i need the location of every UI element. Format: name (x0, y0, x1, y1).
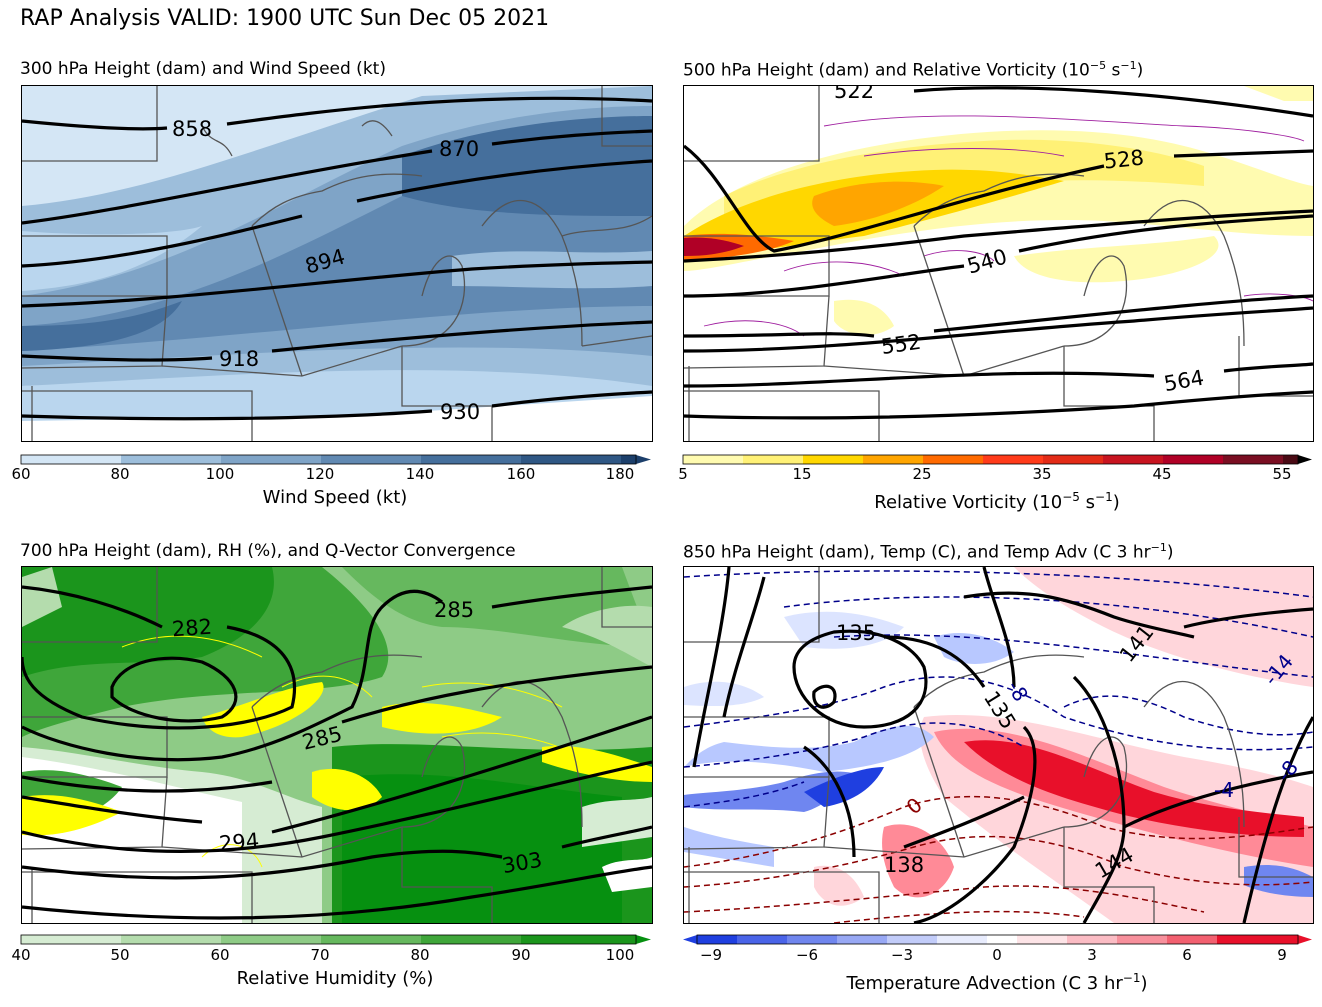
map-700hpa: 282 285 285 294 303 (21, 566, 653, 924)
contour-label-930: 930 (440, 400, 480, 424)
panel4-title: 850 hPa Height (dam), Temp (C), and Temp… (683, 541, 1174, 563)
map-300hpa: 858 870 894 918 930 (21, 85, 653, 442)
wind-tick: 120 (305, 465, 335, 483)
advection-tick: −9 (699, 946, 723, 964)
vorticity-colorbar (682, 450, 1312, 465)
rh-tick: 40 (11, 946, 31, 964)
contour-label-285-a: 285 (434, 598, 474, 622)
wind-tick: 80 (110, 465, 130, 483)
contour-label-552: 552 (880, 330, 923, 359)
contour-label-858: 858 (172, 117, 212, 141)
temp-label-2: -4 (1214, 778, 1234, 802)
rh-colorbar (20, 930, 651, 945)
wind-tick: 60 (11, 465, 31, 483)
wind-colorbar (20, 450, 651, 465)
vorticity-tick: 15 (792, 465, 812, 483)
rh-tick: 100 (605, 946, 635, 964)
wind-tick: 160 (506, 465, 536, 483)
contour-label-294: 294 (218, 829, 260, 856)
wind-tick: 100 (205, 465, 235, 483)
rh-tick: 80 (410, 946, 430, 964)
contour-label-138: 138 (884, 853, 924, 877)
vorticity-tick: 25 (912, 465, 932, 483)
contour-label-282: 282 (171, 615, 213, 642)
map-500hpa: 522 528 540 552 564 (683, 85, 1314, 442)
map-850hpa: 135 135 141 138 144 -8 -4 -8 -14 0 (683, 566, 1314, 924)
contour-label-522: 522 (834, 86, 874, 103)
vorticity-tick: 35 (1032, 465, 1052, 483)
rh-tick: 50 (110, 946, 130, 964)
panel2-title: 500 hPa Height (dam) and Relative Vortic… (683, 59, 1144, 81)
advection-tick: 3 (1087, 946, 1097, 964)
vorticity-tick: 55 (1272, 465, 1292, 483)
advection-tick: 9 (1277, 946, 1287, 964)
figure-title: RAP Analysis VALID: 1900 UTC Sun Dec 05 … (20, 6, 550, 31)
contour-label-135-a: 135 (836, 621, 876, 645)
advection-tick: 0 (992, 946, 1002, 964)
wind-colorbar-label: Wind Speed (kt) (262, 487, 408, 508)
rh-tick: 70 (310, 946, 330, 964)
rh-colorbar-label: Relative Humidity (%) (236, 968, 434, 989)
panel3-title: 700 hPa Height (dam), RH (%), and Q-Vect… (20, 541, 516, 561)
advection-tick: −3 (890, 946, 914, 964)
rh-tick: 90 (511, 946, 531, 964)
vorticity-tick: 45 (1152, 465, 1172, 483)
rh-tick: 60 (210, 946, 230, 964)
advection-tick: 6 (1182, 946, 1192, 964)
advection-tick: −6 (795, 946, 819, 964)
contour-label-528: 528 (1103, 145, 1145, 173)
contour-label-918: 918 (219, 347, 259, 371)
wind-tick: 140 (405, 465, 435, 483)
contour-label-540: 540 (965, 244, 1010, 278)
vorticity-tick: 5 (678, 465, 688, 483)
vorticity-colorbar-label: Relative Vorticity (10−5 s−1) (874, 490, 1120, 513)
contour-label-564: 564 (1162, 366, 1206, 397)
panel1-title: 300 hPa Height (dam) and Wind Speed (kt) (20, 59, 386, 79)
wind-tick: 180 (605, 465, 635, 483)
advection-colorbar-label: Temperature Advection (C 3 hr−1) (846, 971, 1148, 994)
advection-colorbar (683, 930, 1312, 945)
contour-label-870: 870 (439, 137, 479, 161)
